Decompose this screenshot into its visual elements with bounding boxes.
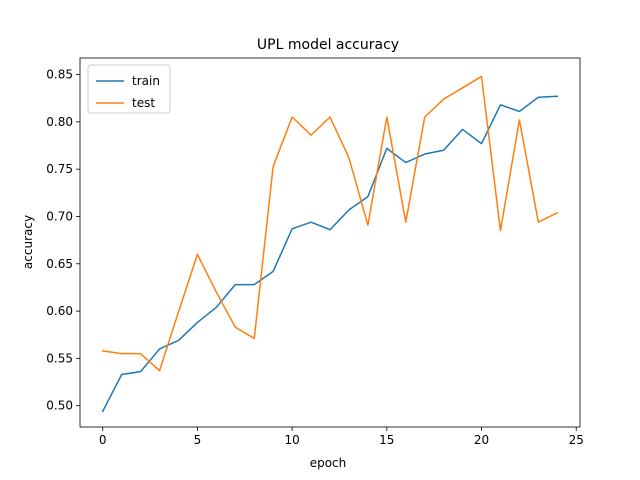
series-line-train — [101, 95, 559, 413]
x-tick-label: 25 — [569, 433, 584, 447]
y-tick-label: 0.60 — [46, 304, 73, 318]
legend-box — [87, 64, 171, 114]
x-tick-label: 0 — [99, 433, 107, 447]
y-tick-label: 0.50 — [46, 399, 73, 413]
y-tick-label: 0.75 — [46, 162, 73, 176]
x-tick-label: 15 — [379, 433, 394, 447]
legend-label-train: train — [132, 74, 160, 88]
x-axis-label: epoch — [310, 456, 347, 470]
y-axis-label: accuracy — [21, 215, 35, 269]
x-tick-label: 20 — [474, 433, 489, 447]
y-tick-label: 0.70 — [46, 209, 73, 223]
legend-label-test: test — [132, 96, 155, 110]
y-tick-label: 0.65 — [46, 257, 73, 271]
y-tick-label: 0.85 — [46, 68, 73, 82]
chart-title: UPL model accuracy — [257, 37, 399, 53]
x-tick-label: 5 — [194, 433, 202, 447]
y-tick-label: 0.80 — [46, 115, 73, 129]
series-line-test — [101, 75, 559, 372]
y-tick-label: 0.55 — [46, 351, 73, 365]
axes-frame — [79, 57, 581, 428]
x-tick-label: 10 — [284, 433, 299, 447]
plot-area: 0 5 10 15 20 25 0.50 0.55 0.60 0.65 0.70 0.75 0.80 0.… — [46, 57, 584, 447]
